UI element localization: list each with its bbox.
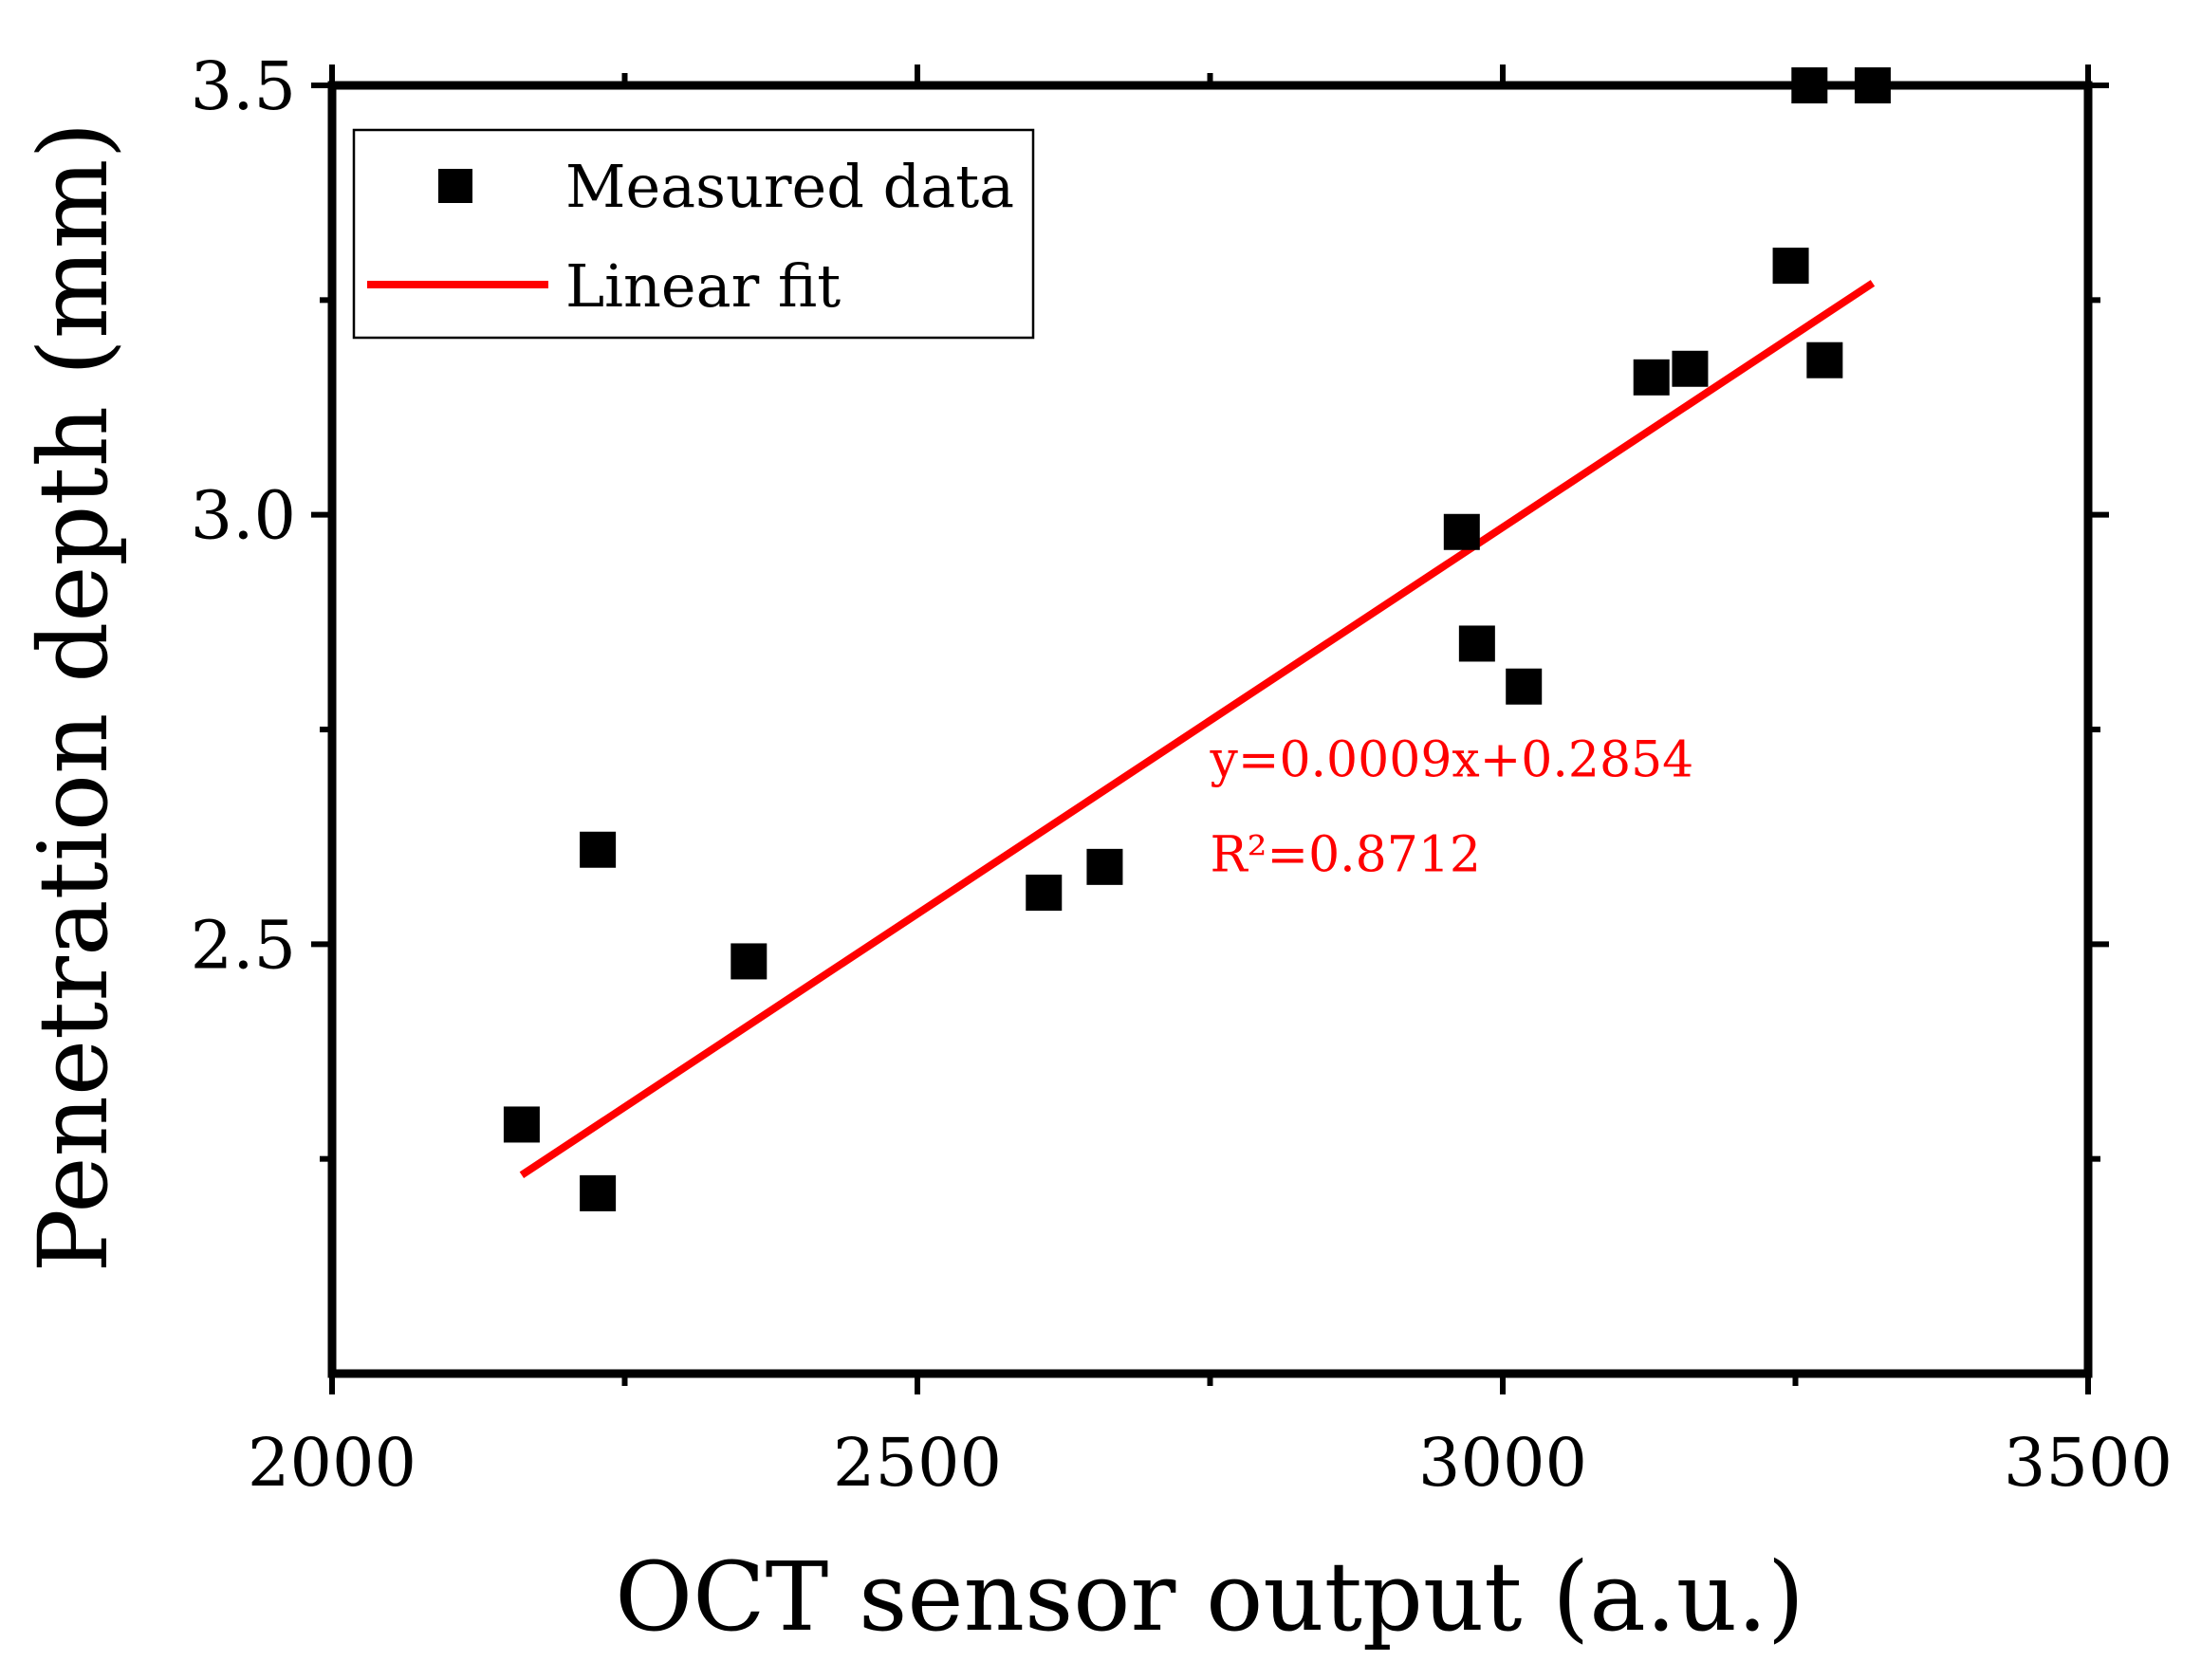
y-axis-title: Penetration depth (mm) bbox=[18, 122, 129, 1273]
legend-label-measured: Measured data bbox=[565, 152, 1014, 221]
data-point bbox=[580, 1174, 617, 1211]
data-point bbox=[1086, 848, 1123, 885]
legend-marker-measured bbox=[438, 169, 472, 203]
legend-label-fit: Linear fit bbox=[565, 251, 841, 321]
fit-annotation: y=0.0009x+0.2854 bbox=[1210, 732, 1694, 789]
y-tick-label: 3.0 bbox=[191, 477, 296, 555]
legend: Measured data Linear fit bbox=[352, 128, 1035, 340]
data-point bbox=[1672, 350, 1709, 387]
x-axis-title: OCT sensor output (a.u.) bbox=[615, 1542, 1804, 1652]
x-tick-label: 3500 bbox=[2004, 1424, 2173, 1502]
x-tick-label: 2500 bbox=[833, 1424, 1002, 1502]
x-tick-label: 3000 bbox=[1418, 1424, 1587, 1502]
fit-line bbox=[519, 280, 1876, 1179]
plot-marks: y=0.0009x+0.2854 R²=0.8712 bbox=[503, 67, 1891, 1211]
y-tick-label: 2.5 bbox=[191, 906, 296, 984]
data-point bbox=[503, 1106, 540, 1143]
data-point bbox=[1806, 342, 1843, 378]
data-point bbox=[1458, 625, 1495, 662]
x-tick-label: 2000 bbox=[248, 1424, 416, 1502]
axis-ticks bbox=[311, 65, 2109, 1394]
data-point bbox=[1772, 248, 1809, 285]
data-point bbox=[580, 831, 617, 868]
data-point bbox=[1026, 875, 1063, 912]
legend-box bbox=[352, 128, 1035, 340]
fit-annotation: R²=0.8712 bbox=[1211, 826, 1482, 883]
tick-labels: 2000 2500 3000 3500 2.5 3.0 3.5 bbox=[191, 47, 2173, 1502]
y-tick-label: 3.5 bbox=[191, 47, 296, 125]
data-point bbox=[731, 943, 768, 980]
data-point bbox=[1633, 359, 1670, 396]
data-point bbox=[1506, 668, 1543, 705]
data-point bbox=[1443, 513, 1480, 550]
